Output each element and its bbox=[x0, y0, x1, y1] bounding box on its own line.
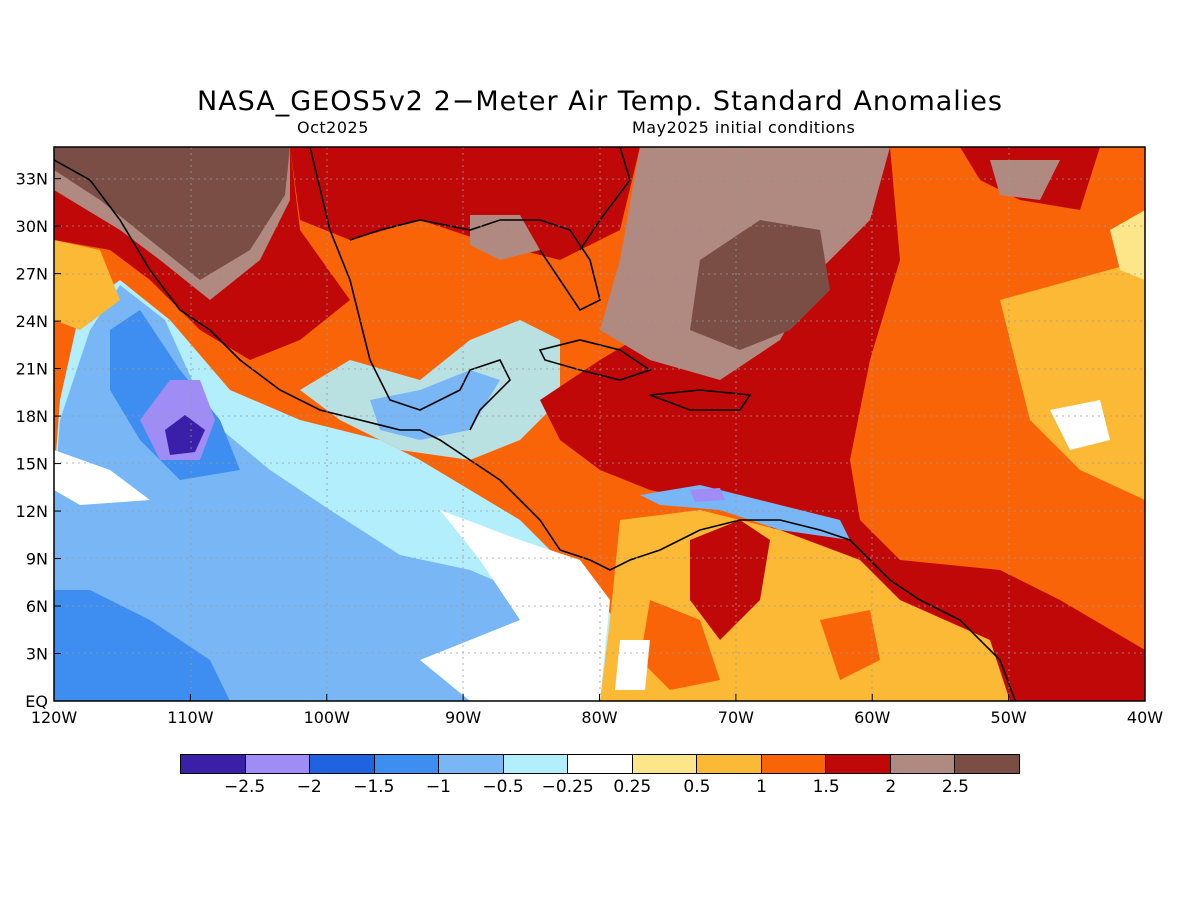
lon-tick-label: 40W bbox=[1127, 708, 1163, 727]
lon-tick-label: 120W bbox=[31, 708, 78, 727]
lat-tick-label: 18N bbox=[16, 407, 48, 426]
legend-label: −0.25 bbox=[541, 777, 594, 797]
legend-swatch bbox=[890, 755, 956, 773]
lat-tick-label: 9N bbox=[26, 550, 48, 569]
legend-swatch bbox=[181, 755, 246, 773]
lon-tick-label: 70W bbox=[718, 708, 754, 727]
longitude-axis: 120W 110W 100W 90W 80W 70W 60W 50W 40W bbox=[31, 694, 1163, 727]
anomaly-field bbox=[54, 147, 1145, 701]
legend-swatch bbox=[245, 755, 311, 773]
lat-tick-label: 33N bbox=[16, 170, 48, 189]
lat-tick-label: 24N bbox=[16, 312, 48, 331]
legend-swatch bbox=[310, 755, 375, 773]
legend-label: −0.5 bbox=[482, 777, 524, 797]
legend-label: −2 bbox=[296, 777, 322, 797]
lon-tick-label: 60W bbox=[854, 708, 890, 727]
legend-label: 1.5 bbox=[812, 777, 840, 797]
legend-swatch bbox=[955, 755, 1019, 773]
lon-tick-label: 50W bbox=[991, 708, 1027, 727]
map-title: NASA_GEOS5v2 2−Meter Air Temp. Standard … bbox=[197, 86, 1003, 117]
lat-tick-label: EQ bbox=[25, 692, 48, 711]
legend-label: −1 bbox=[425, 777, 451, 797]
legend-label: 2 bbox=[885, 777, 897, 797]
lat-tick-label: 21N bbox=[16, 360, 48, 379]
coastlines bbox=[54, 147, 1016, 701]
lat-tick-label: 6N bbox=[26, 597, 48, 616]
legend-swatch bbox=[826, 755, 891, 773]
legend-label: 0.25 bbox=[613, 777, 652, 797]
initial-conditions-label: May2025 initial conditions bbox=[632, 118, 856, 137]
legend-swatch bbox=[439, 755, 504, 773]
legend-swatch bbox=[568, 755, 633, 773]
target-month-label: Oct2025 bbox=[297, 118, 369, 137]
legend-swatch bbox=[503, 755, 569, 773]
lon-tick-label: 100W bbox=[304, 708, 351, 727]
lon-tick-label: 80W bbox=[581, 708, 617, 727]
lat-tick-label: 3N bbox=[26, 645, 48, 664]
legend-swatch bbox=[374, 755, 440, 773]
lat-tick-label: 27N bbox=[16, 265, 48, 284]
lon-tick-label: 90W bbox=[445, 708, 481, 727]
legend-swatch bbox=[697, 755, 762, 773]
lat-tick-label: 15N bbox=[16, 455, 48, 474]
color-scale-legend bbox=[180, 754, 1020, 774]
legend-label: 0.5 bbox=[683, 777, 711, 797]
legend-label: 2.5 bbox=[941, 777, 969, 797]
lat-tick-label: 12N bbox=[16, 502, 48, 521]
legend-label: −2.5 bbox=[223, 777, 266, 797]
lon-tick-label: 110W bbox=[167, 708, 214, 727]
legend-swatch bbox=[761, 755, 827, 773]
legend-label: −1.5 bbox=[353, 777, 395, 797]
latitude-axis: 33N 30N 27N 24N 21N 18N 15N 12N 9N 6N 3N EQ bbox=[16, 170, 61, 711]
lat-tick-label: 30N bbox=[16, 217, 48, 236]
legend-label: 1 bbox=[756, 777, 767, 797]
graticule bbox=[54, 147, 1145, 701]
legend-swatch bbox=[632, 755, 698, 773]
